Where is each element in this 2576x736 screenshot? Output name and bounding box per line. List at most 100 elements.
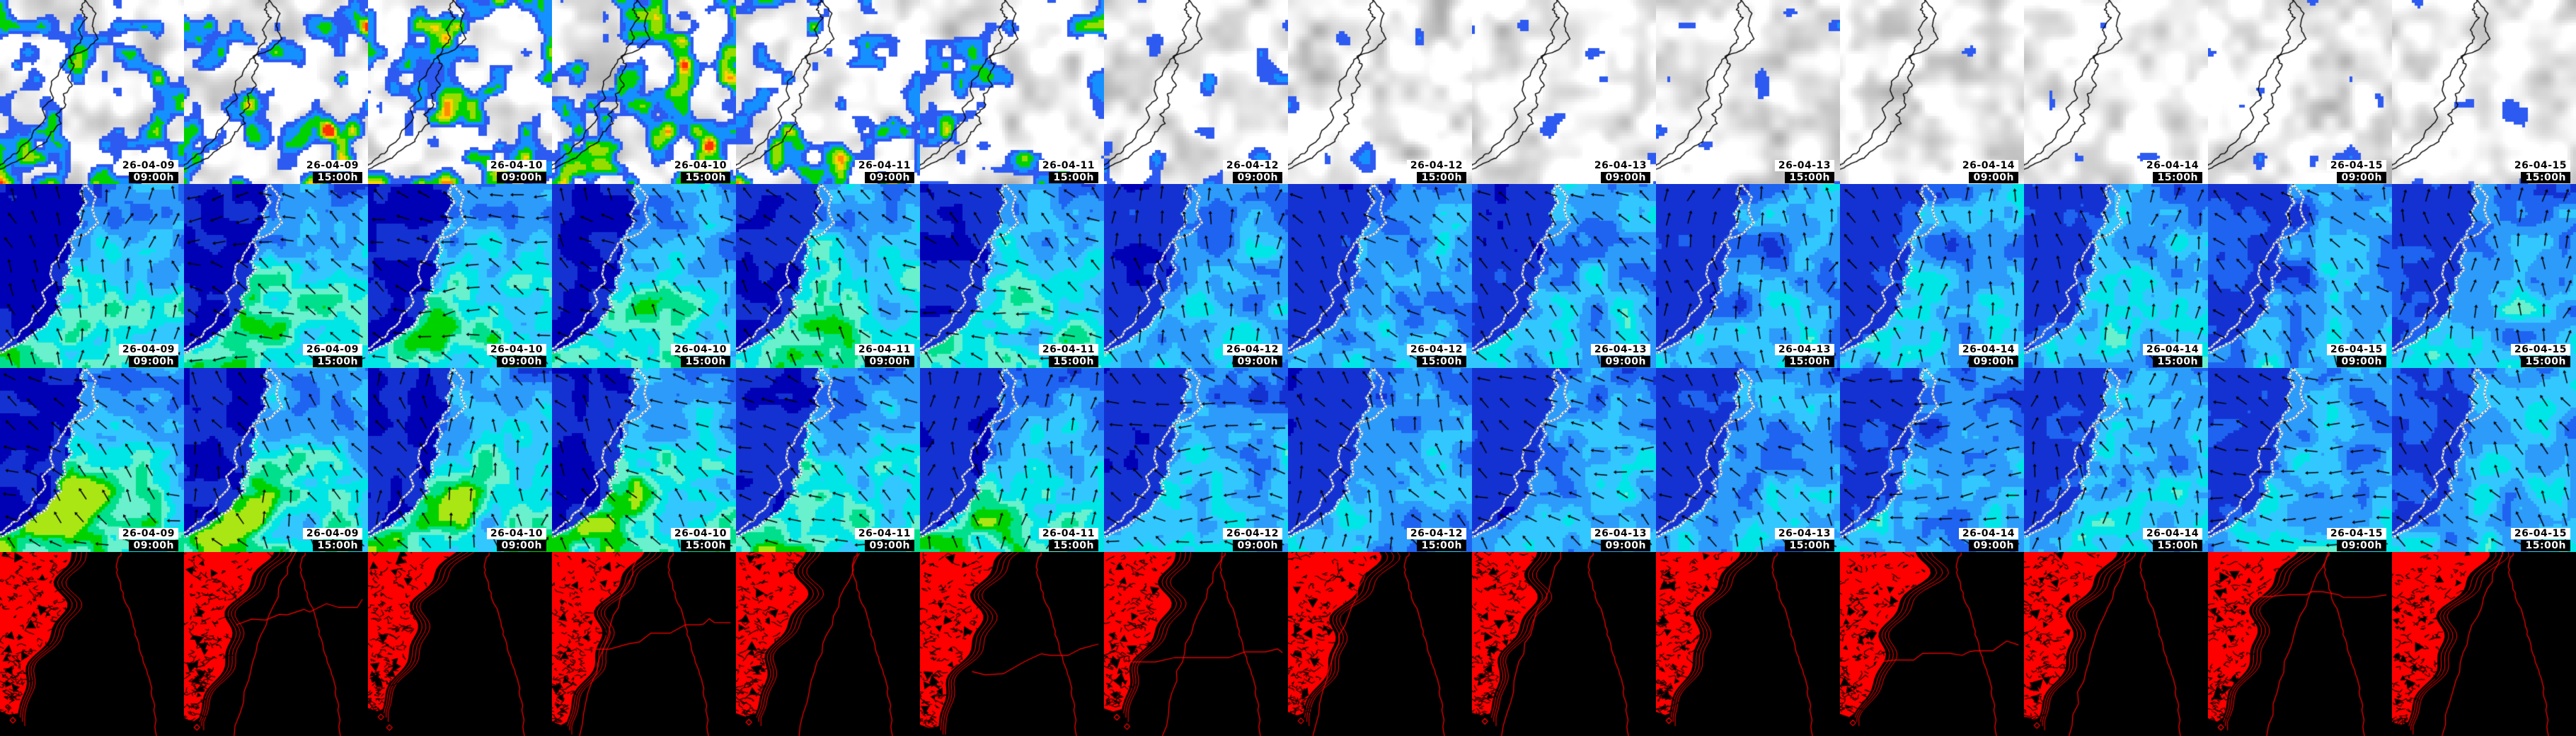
map-tile-r1c8[interactable]: 26-04-12 15:00h bbox=[1288, 0, 1472, 184]
wind-map-a-canvas bbox=[1288, 184, 1472, 368]
wind-map-b-canvas bbox=[0, 368, 184, 552]
timestamp-label: 26-04-10 09:00h bbox=[486, 160, 546, 183]
date-label: 26-04-13 bbox=[1590, 528, 1650, 539]
timestamp-label: 26-04-10 15:00h bbox=[670, 344, 730, 367]
time-label: 15:00h bbox=[2521, 356, 2570, 367]
map-tile-r4c1[interactable] bbox=[0, 552, 184, 736]
map-tile-r4c8[interactable] bbox=[1288, 552, 1472, 736]
timestamp-label: 26-04-14 09:00h bbox=[1958, 160, 2018, 183]
date-label: 26-04-14 bbox=[2142, 344, 2202, 355]
map-tile-r3c6[interactable]: 26-04-11 15:00h bbox=[920, 368, 1104, 552]
map-tile-r2c3[interactable]: 26-04-10 09:00h bbox=[368, 184, 552, 368]
date-label: 26-04-14 bbox=[1958, 160, 2018, 171]
map-tile-r3c3[interactable]: 26-04-10 09:00h bbox=[368, 368, 552, 552]
map-tile-r1c6[interactable]: 26-04-11 15:00h bbox=[920, 0, 1104, 184]
map-tile-r2c10[interactable]: 26-04-13 15:00h bbox=[1656, 184, 1840, 368]
map-tile-r1c9[interactable]: 26-04-13 09:00h bbox=[1472, 0, 1656, 184]
map-tile-r2c2[interactable]: 26-04-09 15:00h bbox=[184, 184, 368, 368]
map-tile-r2c9[interactable]: 26-04-13 09:00h bbox=[1472, 184, 1656, 368]
timestamp-label: 26-04-09 09:00h bbox=[118, 160, 178, 183]
map-tile-r3c13[interactable]: 26-04-15 09:00h bbox=[2208, 368, 2392, 552]
map-tile-r1c7[interactable]: 26-04-12 09:00h bbox=[1104, 0, 1288, 184]
map-tile-r4c9[interactable] bbox=[1472, 552, 1656, 736]
date-label: 26-04-15 bbox=[2510, 160, 2570, 171]
map-tile-r1c12[interactable]: 26-04-14 15:00h bbox=[2024, 0, 2208, 184]
date-label: 26-04-12 bbox=[1406, 528, 1466, 539]
map-tile-r1c1[interactable]: 26-04-09 09:00h bbox=[0, 0, 184, 184]
map-tile-r1c13[interactable]: 26-04-15 09:00h bbox=[2208, 0, 2392, 184]
map-tile-r3c9[interactable]: 26-04-13 09:00h bbox=[1472, 368, 1656, 552]
map-tile-r2c8[interactable]: 26-04-12 15:00h bbox=[1288, 184, 1472, 368]
map-tile-r2c4[interactable]: 26-04-10 15:00h bbox=[552, 184, 736, 368]
timestamp-label: 26-04-13 15:00h bbox=[1774, 344, 1834, 367]
map-tile-r1c2[interactable]: 26-04-09 15:00h bbox=[184, 0, 368, 184]
map-tile-r3c14[interactable]: 26-04-15 15:00h bbox=[2392, 368, 2576, 552]
map-tile-r2c6[interactable]: 26-04-11 15:00h bbox=[920, 184, 1104, 368]
date-label: 26-04-12 bbox=[1222, 528, 1282, 539]
timestamp-label: 26-04-13 15:00h bbox=[1774, 160, 1834, 183]
map-tile-r3c7[interactable]: 26-04-12 09:00h bbox=[1104, 368, 1288, 552]
map-tile-r2c14[interactable]: 26-04-15 15:00h bbox=[2392, 184, 2576, 368]
time-label: 15:00h bbox=[1417, 172, 1466, 183]
time-label: 09:00h bbox=[497, 172, 546, 183]
map-tile-r3c1[interactable]: 26-04-09 09:00h bbox=[0, 368, 184, 552]
map-tile-r4c5[interactable] bbox=[736, 552, 920, 736]
map-tile-r1c11[interactable]: 26-04-14 09:00h bbox=[1840, 0, 2024, 184]
wind-map-b-canvas bbox=[1104, 368, 1288, 552]
date-label: 26-04-11 bbox=[854, 344, 914, 355]
map-tile-r4c11[interactable] bbox=[1840, 552, 2024, 736]
time-label: 09:00h bbox=[865, 356, 914, 367]
map-tile-r2c13[interactable]: 26-04-15 09:00h bbox=[2208, 184, 2392, 368]
map-tile-r1c4[interactable]: 26-04-10 15:00h bbox=[552, 0, 736, 184]
wind-map-b-canvas bbox=[2024, 368, 2208, 552]
date-label: 26-04-09 bbox=[302, 160, 362, 171]
map-tile-r1c14[interactable]: 26-04-15 15:00h bbox=[2392, 0, 2576, 184]
date-label: 26-04-12 bbox=[1222, 160, 1282, 171]
map-tile-r4c10[interactable] bbox=[1656, 552, 1840, 736]
map-tile-r3c8[interactable]: 26-04-12 15:00h bbox=[1288, 368, 1472, 552]
map-tile-r2c12[interactable]: 26-04-14 15:00h bbox=[2024, 184, 2208, 368]
timestamp-label: 26-04-11 09:00h bbox=[854, 160, 914, 183]
time-label: 09:00h bbox=[497, 356, 546, 367]
contour-map-canvas bbox=[552, 552, 736, 736]
map-tile-r2c1[interactable]: 26-04-09 09:00h bbox=[0, 184, 184, 368]
map-tile-r3c4[interactable]: 26-04-10 15:00h bbox=[552, 368, 736, 552]
map-tile-r1c3[interactable]: 26-04-10 09:00h bbox=[368, 0, 552, 184]
timestamp-label: 26-04-10 15:00h bbox=[670, 160, 730, 183]
time-label: 09:00h bbox=[129, 172, 178, 183]
map-tile-r2c5[interactable]: 26-04-11 09:00h bbox=[736, 184, 920, 368]
contour-map-canvas bbox=[0, 552, 184, 736]
time-label: 15:00h bbox=[2153, 356, 2202, 367]
map-tile-r4c6[interactable] bbox=[920, 552, 1104, 736]
map-tile-r4c12[interactable] bbox=[2024, 552, 2208, 736]
map-tile-r4c3[interactable] bbox=[368, 552, 552, 736]
map-tile-r3c12[interactable]: 26-04-14 15:00h bbox=[2024, 368, 2208, 552]
date-label: 26-04-15 bbox=[2510, 528, 2570, 539]
time-label: 09:00h bbox=[2337, 356, 2386, 367]
contour-map-canvas bbox=[1472, 552, 1656, 736]
time-label: 09:00h bbox=[1233, 172, 1282, 183]
map-tile-r4c7[interactable] bbox=[1104, 552, 1288, 736]
wind-map-a-canvas bbox=[1656, 184, 1840, 368]
map-tile-r4c2[interactable] bbox=[184, 552, 368, 736]
map-tile-r3c2[interactable]: 26-04-09 15:00h bbox=[184, 368, 368, 552]
row-precipitation-clouds: 26-04-09 09:00h 26-04-09 15:00h 26-04-10 09:0… bbox=[0, 0, 2576, 184]
date-label: 26-04-12 bbox=[1406, 160, 1466, 171]
map-tile-r3c5[interactable]: 26-04-11 09:00h bbox=[736, 368, 920, 552]
map-tile-r3c10[interactable]: 26-04-13 15:00h bbox=[1656, 368, 1840, 552]
map-tile-r4c13[interactable] bbox=[2208, 552, 2392, 736]
timestamp-label: 26-04-15 09:00h bbox=[2326, 344, 2386, 367]
map-tile-r4c14[interactable] bbox=[2392, 552, 2576, 736]
wind-map-a-canvas bbox=[0, 184, 184, 368]
map-tile-r2c7[interactable]: 26-04-12 09:00h bbox=[1104, 184, 1288, 368]
map-tile-r3c11[interactable]: 26-04-14 09:00h bbox=[1840, 368, 2024, 552]
map-tile-r2c11[interactable]: 26-04-14 09:00h bbox=[1840, 184, 2024, 368]
date-label: 26-04-09 bbox=[118, 160, 178, 171]
time-label: 15:00h bbox=[681, 540, 730, 551]
date-label: 26-04-13 bbox=[1590, 344, 1650, 355]
map-tile-r4c4[interactable] bbox=[552, 552, 736, 736]
map-tile-r1c10[interactable]: 26-04-13 15:00h bbox=[1656, 0, 1840, 184]
precipitation-map-canvas bbox=[184, 0, 368, 184]
map-tile-r1c5[interactable]: 26-04-11 09:00h bbox=[736, 0, 920, 184]
